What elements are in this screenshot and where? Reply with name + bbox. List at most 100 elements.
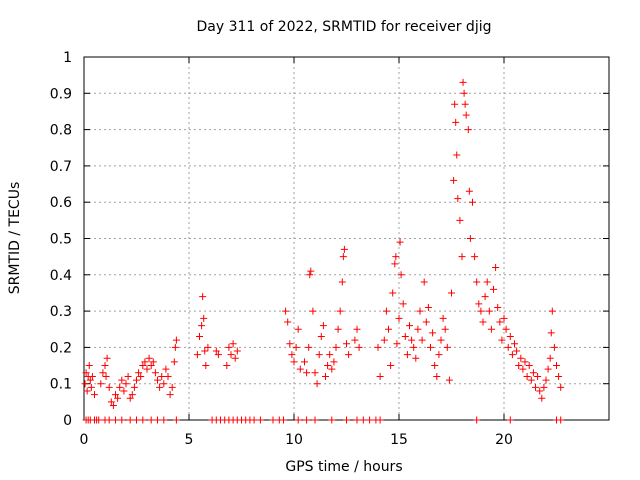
- data-point: [481, 293, 489, 301]
- data-point: [546, 354, 554, 362]
- data-point: [233, 347, 241, 355]
- data-point: [542, 376, 550, 384]
- data-point: [101, 362, 109, 370]
- data-point: [511, 340, 518, 348]
- y-tick-label: 0.8: [50, 123, 72, 139]
- data-point: [141, 358, 149, 366]
- data-point: [454, 195, 462, 203]
- data-point: [118, 416, 126, 424]
- data-point: [538, 394, 546, 402]
- data-point: [410, 343, 418, 351]
- data-point: [380, 336, 388, 344]
- data-point: [199, 293, 207, 301]
- data-point: [294, 325, 302, 333]
- data-point: [214, 351, 222, 359]
- data-point: [231, 354, 239, 362]
- data-point: [441, 325, 449, 333]
- data-point: [324, 362, 332, 370]
- data-point: [202, 362, 210, 370]
- data-point: [315, 351, 323, 359]
- data-point: [338, 278, 346, 286]
- data-point: [97, 380, 105, 388]
- data-point: [389, 289, 397, 297]
- data-point: [451, 100, 459, 108]
- data-point: [506, 333, 514, 341]
- data-point: [135, 369, 143, 377]
- data-point: [445, 376, 453, 384]
- data-point: [286, 340, 294, 348]
- data-point: [330, 358, 338, 366]
- data-point: [328, 365, 336, 373]
- data-point: [401, 333, 409, 341]
- data-point: [250, 416, 258, 424]
- data-point: [395, 314, 403, 322]
- data-point: [154, 376, 161, 384]
- data-point: [227, 351, 235, 359]
- data-point: [496, 318, 504, 326]
- data-point: [332, 343, 340, 351]
- data-point: [343, 340, 350, 348]
- data-point: [306, 271, 314, 279]
- y-tick-label: 0.5: [50, 232, 72, 248]
- data-point: [280, 416, 287, 424]
- grid-lines: [84, 57, 609, 420]
- data-point: [156, 383, 164, 391]
- data-point: [494, 303, 502, 311]
- data-point: [403, 351, 411, 359]
- y-tick-label: 0.4: [50, 268, 72, 284]
- data-point: [81, 380, 89, 388]
- x-tick-label: 5: [185, 432, 194, 448]
- data-point: [309, 307, 317, 315]
- data-point: [527, 376, 535, 384]
- data-point: [292, 343, 300, 351]
- data-point: [469, 198, 476, 206]
- data-point: [475, 300, 483, 308]
- data-point: [147, 416, 155, 424]
- data-point: [547, 329, 555, 337]
- data-point: [225, 343, 233, 351]
- data-point: [105, 416, 113, 424]
- data-point: [301, 358, 308, 366]
- data-point: [385, 325, 392, 333]
- data-point: [107, 398, 115, 406]
- data-point: [282, 307, 290, 315]
- data-point: [99, 369, 107, 377]
- y-tick-label: 0: [63, 413, 72, 429]
- data-point: [137, 372, 145, 380]
- data-point: [326, 351, 334, 359]
- data-point: [160, 416, 168, 424]
- data-point: [269, 416, 277, 424]
- x-tick-labels: 0 5 10 15 20: [80, 432, 513, 448]
- data-point: [483, 278, 491, 286]
- data-point: [212, 347, 220, 355]
- data-point: [392, 253, 400, 261]
- data-point: [103, 354, 111, 362]
- data-point: [490, 285, 497, 293]
- data-point: [198, 322, 206, 330]
- data-point: [374, 343, 382, 351]
- chart-title: Day 311 of 2022, SRMTID for receiver dji…: [197, 19, 492, 35]
- data-point: [544, 365, 552, 373]
- data-point: [290, 358, 298, 366]
- data-point: [393, 340, 401, 348]
- data-point: [396, 238, 404, 246]
- data-point: [406, 322, 413, 330]
- x-tick-label: 10: [285, 432, 303, 448]
- data-point: [529, 369, 537, 377]
- data-point: [223, 362, 231, 370]
- data-point: [399, 300, 407, 308]
- data-point: [313, 380, 321, 388]
- data-point: [471, 253, 479, 261]
- data-point: [120, 387, 128, 395]
- y-tick-label: 0.7: [50, 159, 72, 175]
- data-point: [502, 325, 510, 333]
- y-axis-label: SRMTID / TECUs: [7, 182, 23, 295]
- data-point: [427, 343, 434, 351]
- data-point: [122, 380, 130, 388]
- data-point: [408, 336, 416, 344]
- data-point: [147, 362, 155, 370]
- data-point: [521, 358, 529, 366]
- data-point: [353, 325, 361, 333]
- data-point: [382, 307, 390, 315]
- y-tick-label: 0.2: [50, 340, 72, 356]
